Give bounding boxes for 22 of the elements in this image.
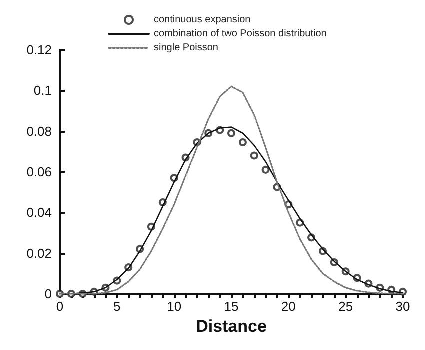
y-tick-label: 0.02 [26, 246, 52, 261]
legend-label: combination of two Poisson distribution [154, 28, 327, 40]
x-tick-label: 0 [56, 299, 64, 314]
point [238, 138, 247, 147]
x-tick-label: 15 [224, 299, 239, 314]
x-axis-title: Distance [196, 317, 267, 336]
point [228, 129, 236, 138]
x-tick-label: 30 [396, 299, 410, 314]
point [250, 152, 258, 160]
y-tick-label: 0.04 [26, 205, 52, 220]
y-tick-label: 0 [44, 286, 52, 302]
x-tick-label: 5 [114, 299, 121, 314]
x-tick-label: 10 [167, 299, 182, 314]
legend-label: single Poisson [154, 42, 218, 54]
legend-label: continuous expansion [154, 14, 251, 26]
point [262, 166, 270, 174]
y-tick-label: 0.08 [26, 124, 52, 139]
y-tick-label: 0.1 [34, 83, 52, 98]
y-tick-label: 0.06 [26, 164, 52, 180]
x-tick-label: 25 [338, 299, 354, 314]
y-tick-label: 0.12 [26, 42, 52, 58]
x-tick-label: 20 [281, 299, 296, 314]
